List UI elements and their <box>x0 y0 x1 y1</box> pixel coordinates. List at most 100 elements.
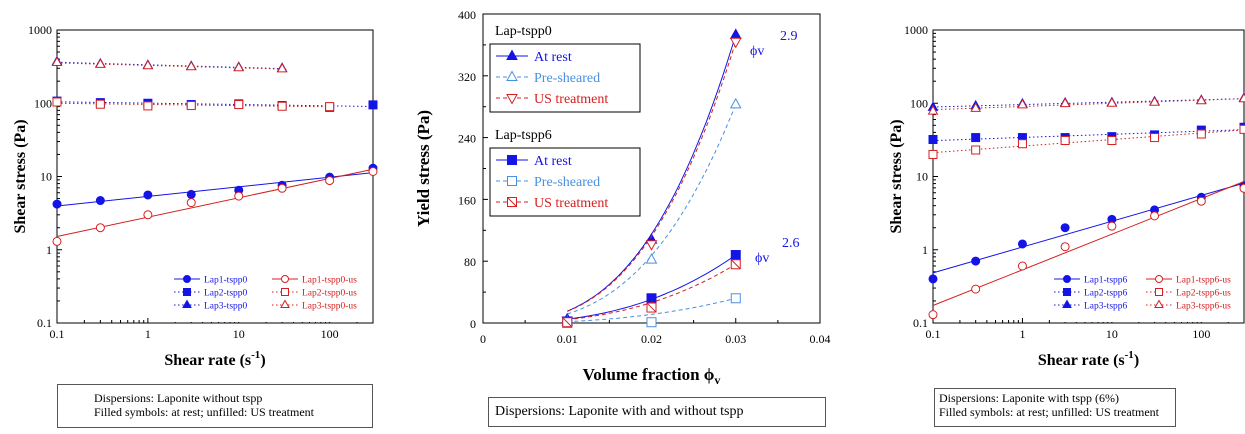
panel2-point-3-2 <box>1017 139 1027 149</box>
panel2-point-1-0 <box>928 310 938 320</box>
panel1-legend-label-0-0: At rest <box>534 50 572 65</box>
panel2-point-1-2 <box>1017 261 1027 271</box>
panel1-legend-label-0-1: Pre-sheared <box>534 71 600 86</box>
panel1-legend-label-1-1: Pre-sheared <box>534 175 600 190</box>
panel1-ytick-label: 320 <box>458 70 476 84</box>
panel2-fit-1 <box>932 181 1245 306</box>
panel1-point-1-2-0-cross <box>562 317 573 328</box>
panel2-point-5-4 <box>1106 97 1118 107</box>
panel0-point-5-3 <box>185 60 197 71</box>
panel0-point-5-2 <box>142 59 154 70</box>
panel0-fit-4 <box>56 61 283 70</box>
panel2-point-3-5 <box>1150 133 1160 143</box>
panel2-ylabel: Shear stress (Pa) <box>888 119 905 233</box>
panel0-legend-marker-1 <box>281 275 289 283</box>
panel2-point-5-7 <box>1238 92 1245 103</box>
caption-left-line-1: Dispersions: Laponite without tspp <box>94 391 263 405</box>
panel2-point-1-3 <box>1060 242 1070 252</box>
panel1-point-1-0-2 <box>730 250 741 261</box>
panel0-ytick-label: 1 <box>46 243 52 257</box>
panel0-point-0-2 <box>143 190 153 200</box>
panel0-legend-label-1: Lap1-tspp0-us <box>302 276 357 286</box>
panel1-legend-label-1-2: US treatment <box>534 196 608 211</box>
panel1-legend-label-0-2: US treatment <box>534 92 608 107</box>
panel0-point-3-0 <box>52 97 62 107</box>
panel2-point-5-0 <box>927 105 939 115</box>
panel2-ytick-label: 0.1 <box>913 316 928 330</box>
panel2-legend-marker-2 <box>1063 288 1071 296</box>
panel0-point-1-5 <box>277 183 287 193</box>
panel2-point-1-4 <box>1107 221 1117 231</box>
panel0-legend-marker-0 <box>183 275 191 283</box>
panel0-point-1-3 <box>186 198 196 208</box>
panel2-xtick-label: 10 <box>1106 327 1118 341</box>
panel1-point-1-1-1 <box>646 317 657 328</box>
panel0-point-1-2 <box>143 210 153 220</box>
panel2-point-1-1 <box>971 284 981 294</box>
panel0-ytick-label: 1000 <box>28 23 52 37</box>
panel0-ylabel: Shear stress (Pa) <box>12 119 29 233</box>
panel2-point-0-2 <box>1017 239 1027 249</box>
panel0-point-5-5 <box>276 62 288 73</box>
panel2-ytick-label: 10 <box>916 170 928 184</box>
panel2-point-0-3 <box>1060 223 1070 233</box>
panel2-point-3-0 <box>928 149 938 159</box>
panel0-point-1-7 <box>368 167 378 177</box>
panel2-point-5-1 <box>970 102 982 112</box>
caption-left-line-2: Filled symbols: at rest; unfilled: US tr… <box>94 405 314 419</box>
panel2-point-3-1 <box>971 145 981 155</box>
panel1-legend-marker-1-0 <box>507 155 517 165</box>
panel2-xtick-label: 0.1 <box>926 327 941 341</box>
panel1-point-1-2-2-cross <box>730 259 741 270</box>
panel2-point-5-6 <box>1195 94 1207 105</box>
panel2-legend-marker-1 <box>1155 275 1163 283</box>
panel1-legend-marker-1-2-cross <box>507 197 517 207</box>
panel0-legend-label-4: Lap3-tspp0 <box>204 302 248 312</box>
panel2-point-1-5 <box>1150 211 1160 221</box>
panel2-legend-label-3: Lap2-tspp6-us <box>1176 289 1231 299</box>
caption-left: Dispersions: Laponite without tspp Fille… <box>57 384 373 428</box>
panel2-point-1-6 <box>1196 196 1206 206</box>
panel0-point-3-4 <box>234 100 244 110</box>
panel0-legend-label-2: Lap2-tspp0 <box>204 289 248 299</box>
panel1-curve-1-1 <box>567 297 736 323</box>
panel2-legend-label-4: Lap3-tspp6 <box>1084 302 1128 312</box>
panel2-legend-label-1: Lap1-tspp6-us <box>1176 276 1231 286</box>
panel1-group-title-1: Lap-tspp6 <box>495 128 552 143</box>
panel1-xlabel: Volume fraction ϕv <box>583 365 721 387</box>
panel2-point-2-0 <box>928 134 938 144</box>
panel2-legend-marker-5 <box>1154 299 1164 308</box>
panel0-ytick-label: 0.1 <box>37 316 52 330</box>
panel0-legend-marker-4 <box>182 299 192 308</box>
panel1-xtick-label: 0.03 <box>725 332 746 346</box>
panel0-point-2-7 <box>368 100 378 110</box>
panel1-point-0-0-2 <box>729 28 742 39</box>
panel2-xtick-label: 100 <box>1192 327 1210 341</box>
panel2-point-0-1 <box>971 256 981 266</box>
panel1-point-1-2-1-cross <box>646 302 657 313</box>
panel2-point-3-6 <box>1196 129 1206 139</box>
panel0-point-0-3 <box>186 189 196 199</box>
panel1-curve-0-2 <box>567 41 737 312</box>
panel1-xtick-label: 0.02 <box>641 332 662 346</box>
panel0-point-3-5 <box>277 101 287 111</box>
panel0-legend-marker-2 <box>183 288 191 296</box>
panel1-curve-1-2 <box>567 263 737 321</box>
panel0-legend-label-5: Lap3-tspp0-us <box>302 302 357 312</box>
panel0-fit-0 <box>56 172 374 207</box>
panel2-ytick-label: 100 <box>910 96 928 110</box>
panel0-point-1-4 <box>234 191 244 201</box>
panel1-fit-exponent-0: 2.9 <box>780 29 798 44</box>
panel0-point-0-0 <box>52 199 62 209</box>
panel0-xlabel: Shear rate (s-1) <box>164 349 265 369</box>
panel0-point-5-0 <box>51 56 63 67</box>
panel0-ytick-label: 10 <box>40 170 52 184</box>
panel2-ytick-label: 1000 <box>904 23 928 37</box>
panel1-xtick-label: 0.04 <box>810 332 831 346</box>
panel0-fit-1 <box>56 168 374 237</box>
panel1-fit-exponent-1: 2.6 <box>782 236 800 251</box>
panel0-point-1-0 <box>52 236 62 246</box>
panel0-fit-5 <box>56 62 283 70</box>
caption-right-line-2: Filled symbols: at rest; unfilled: US tr… <box>939 405 1159 419</box>
